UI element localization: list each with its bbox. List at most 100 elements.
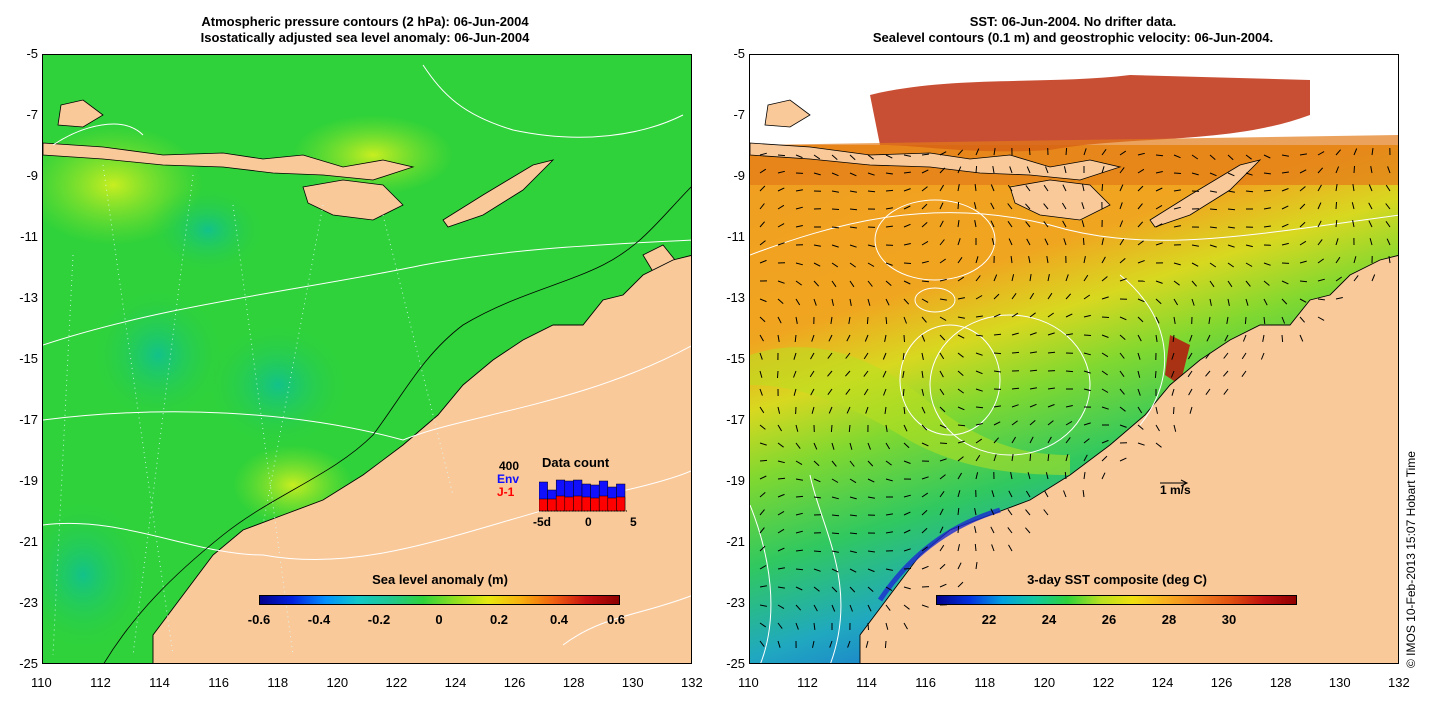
velocity-arrow bbox=[921, 546, 928, 552]
velocity-arrow bbox=[921, 406, 926, 414]
velocity-arrow bbox=[1043, 184, 1049, 192]
velocity-arrow bbox=[1299, 169, 1307, 174]
velocity-arrow bbox=[831, 496, 839, 500]
velocity-arrow bbox=[1007, 184, 1013, 192]
velocity-arrow bbox=[1026, 166, 1031, 174]
velocity-arrow bbox=[863, 352, 869, 360]
velocity-arrow bbox=[1101, 149, 1107, 156]
velocity-arrow bbox=[1171, 388, 1175, 396]
velocity-arrow bbox=[1245, 154, 1252, 160]
velocity-arrow bbox=[1173, 424, 1177, 432]
inset-max-label: 400 bbox=[499, 459, 520, 473]
velocity-arrow bbox=[759, 565, 767, 570]
velocity-arrow bbox=[1081, 202, 1085, 210]
velocity-arrow bbox=[885, 568, 893, 571]
velocity-arrow bbox=[795, 189, 803, 192]
right-x-tick-label: 128 bbox=[1269, 675, 1292, 690]
velocity-arrow bbox=[1353, 256, 1357, 264]
velocity-arrow bbox=[939, 491, 945, 498]
velocity-arrow bbox=[813, 478, 821, 483]
velocity-arrow bbox=[957, 490, 961, 498]
velocity-arrow bbox=[921, 186, 928, 192]
velocity-arrow bbox=[863, 388, 869, 396]
velocity-arrow bbox=[831, 226, 839, 229]
velocity-arrow bbox=[831, 244, 839, 248]
right-cbar-tick: 30 bbox=[1221, 612, 1237, 627]
velocity-arrow bbox=[795, 262, 803, 266]
velocity-arrow bbox=[939, 474, 946, 480]
velocity-arrow bbox=[1317, 258, 1324, 264]
velocity-arrow bbox=[759, 352, 763, 360]
left-cbar-tick: 0.2 bbox=[489, 612, 509, 627]
velocity-arrow bbox=[885, 531, 893, 534]
velocity-arrow bbox=[1063, 238, 1067, 246]
velocity-arrow bbox=[975, 275, 981, 282]
velocity-arrow bbox=[993, 454, 997, 462]
velocity-arrow bbox=[957, 257, 963, 264]
velocity-arrow bbox=[1061, 202, 1067, 210]
velocity-arrow bbox=[849, 226, 857, 229]
velocity-arrow bbox=[867, 460, 874, 467]
velocity-arrow bbox=[809, 370, 815, 378]
velocity-arrow bbox=[1173, 262, 1181, 266]
velocity-arrow bbox=[1281, 298, 1288, 305]
velocity-arrow bbox=[1299, 298, 1307, 303]
velocity-arrow bbox=[1388, 256, 1391, 264]
velocity-arrow bbox=[1191, 154, 1199, 160]
left-title: Atmospheric pressure contours (2 hPa): 0… bbox=[40, 14, 690, 46]
velocity-arrow bbox=[1011, 454, 1014, 462]
velocity-arrow bbox=[1082, 490, 1085, 498]
velocity-arrow bbox=[759, 622, 767, 628]
velocity-arrow bbox=[921, 527, 928, 534]
velocity-arrow bbox=[1335, 219, 1338, 228]
velocity-arrow bbox=[867, 478, 875, 483]
velocity-arrow bbox=[1155, 280, 1163, 284]
velocity-arrow bbox=[1188, 388, 1193, 396]
right-x-tick-label: 132 bbox=[1388, 675, 1410, 690]
velocity-arrow bbox=[1010, 256, 1013, 264]
velocity-arrow bbox=[1081, 220, 1085, 228]
right-title-line1: SST: 06-Jun-2004. No drifter data. bbox=[969, 14, 1177, 29]
velocity-arrow bbox=[939, 258, 946, 264]
velocity-arrow bbox=[795, 478, 803, 481]
velocity-arrow bbox=[831, 154, 838, 160]
velocity-arrow bbox=[867, 496, 875, 499]
velocity-arrow bbox=[777, 477, 786, 480]
velocity-arrow bbox=[1065, 437, 1071, 444]
velocity-arrow bbox=[1173, 298, 1179, 306]
velocity-arrow bbox=[777, 316, 782, 324]
velocity-arrow bbox=[795, 622, 799, 630]
velocity-arrow bbox=[921, 222, 928, 228]
velocity-arrow bbox=[921, 352, 924, 360]
velocity-arrow bbox=[993, 293, 1000, 300]
right-y-tick-label: -9 bbox=[733, 168, 745, 183]
velocity-arrow bbox=[1047, 332, 1055, 336]
credit-text: © IMOS 10-Feb-2013 15:07 Hobart Time bbox=[1404, 451, 1418, 668]
velocity-arrow bbox=[1209, 190, 1217, 193]
right-y-tick-label: -21 bbox=[726, 534, 745, 549]
jason-count-bar bbox=[573, 495, 583, 512]
velocity-arrow bbox=[1281, 334, 1284, 343]
velocity-arrow bbox=[1029, 274, 1032, 282]
velocity-arrow bbox=[1317, 167, 1324, 174]
velocity-arrow bbox=[1101, 296, 1109, 300]
velocity-arrow bbox=[849, 172, 857, 177]
velocity-arrow bbox=[1029, 403, 1037, 408]
velocity-arrow bbox=[1245, 280, 1251, 287]
velocity-arrow bbox=[902, 370, 905, 378]
velocity-arrow bbox=[1083, 422, 1091, 426]
velocity-arrow bbox=[1317, 220, 1322, 228]
velocity-arrow bbox=[1335, 149, 1341, 156]
velocity-arrow bbox=[1101, 455, 1108, 462]
velocity-arrow bbox=[1029, 436, 1034, 444]
velocity-arrow bbox=[867, 550, 875, 553]
velocity-arrow bbox=[974, 526, 977, 534]
velocity-arrow bbox=[1281, 223, 1289, 228]
velocity-arrow bbox=[831, 190, 839, 193]
velocity-arrow bbox=[1155, 204, 1163, 210]
velocity-arrow bbox=[828, 406, 833, 414]
velocity-arrow bbox=[759, 585, 767, 588]
velocity-arrow bbox=[759, 604, 767, 607]
velocity-arrow bbox=[1025, 221, 1031, 228]
velocity-arrow bbox=[867, 604, 872, 612]
